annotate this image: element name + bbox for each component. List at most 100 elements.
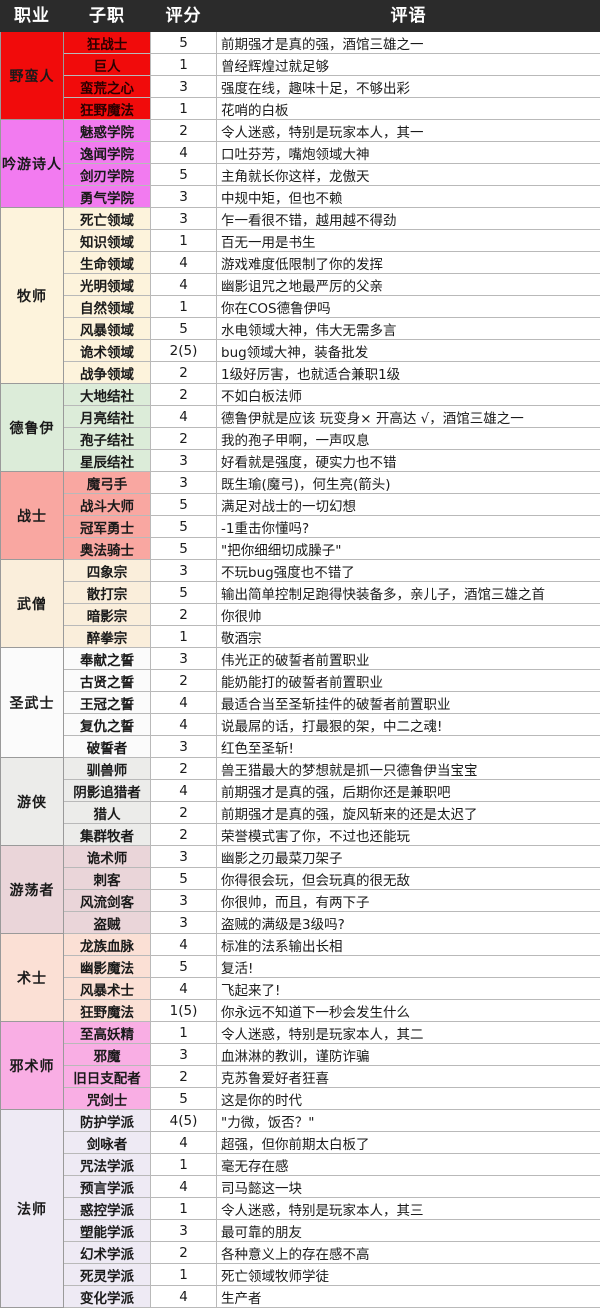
class-name-cell: 德鲁伊 (1, 384, 64, 472)
score-cell: 3 (151, 1044, 217, 1066)
subclass-name-cell: 幻术学派 (64, 1242, 151, 1264)
comment-cell: 花哨的白板 (217, 98, 600, 120)
comment-cell: 红色至圣斩! (217, 736, 600, 758)
comment-cell: 既生瑜(魔弓)，何生亮(箭头) (217, 472, 600, 494)
subclass-name-cell: 集群牧者 (64, 824, 151, 846)
score-cell: 4 (151, 142, 217, 164)
score-cell: 5 (151, 538, 217, 560)
class-name-cell: 牧师 (1, 208, 64, 384)
score-cell: 4 (151, 934, 217, 956)
score-cell: 2 (151, 758, 217, 780)
header-subclass: 子职 (64, 1, 151, 32)
score-cell: 1(5) (151, 1000, 217, 1022)
comment-cell: 最适合当至圣斩挂件的破誓者前置职业 (217, 692, 600, 714)
class-name-cell: 吟游诗人 (1, 120, 64, 208)
score-cell: 4 (151, 1286, 217, 1308)
score-cell: 4 (151, 1176, 217, 1198)
score-cell: 3 (151, 846, 217, 868)
subclass-name-cell: 醉拳宗 (64, 626, 151, 648)
table-header: 职业 子职 评分 评语 (1, 1, 600, 32)
score-cell: 5 (151, 582, 217, 604)
subclass-name-cell: 魅惑学院 (64, 120, 151, 142)
subclass-name-cell: 散打宗 (64, 582, 151, 604)
comment-cell: 百无一用是书生 (217, 230, 600, 252)
score-cell: 4 (151, 714, 217, 736)
subclass-name-cell: 诡术领域 (64, 340, 151, 362)
comment-cell: 口吐芬芳，嘴炮领域大神 (217, 142, 600, 164)
subclass-name-cell: 大地结社 (64, 384, 151, 406)
subclass-name-cell: 战争领域 (64, 362, 151, 384)
comment-cell: 输出简单控制足跑得快装备多，亲儿子，酒馆三雄之首 (217, 582, 600, 604)
class-name-cell: 游荡者 (1, 846, 64, 934)
score-cell: 3 (151, 1220, 217, 1242)
subclass-name-cell: 狂战士 (64, 32, 151, 54)
score-cell: 1 (151, 296, 217, 318)
comment-cell: 你永远不知道下一秒会发生什么 (217, 1000, 600, 1022)
class-name-cell: 法师 (1, 1110, 64, 1308)
subclass-name-cell: 变化学派 (64, 1286, 151, 1308)
comment-cell: 主角就长你这样，龙傲天 (217, 164, 600, 186)
subclass-name-cell: 魔弓手 (64, 472, 151, 494)
subclass-name-cell: 死亡领域 (64, 208, 151, 230)
score-cell: 2 (151, 362, 217, 384)
comment-cell: 飞起来了! (217, 978, 600, 1000)
score-cell: 3 (151, 186, 217, 208)
header-row: 职业 子职 评分 评语 (1, 1, 600, 32)
score-cell: 1 (151, 626, 217, 648)
subclass-name-cell: 狂野魔法 (64, 1000, 151, 1022)
subclass-name-cell: 蛮荒之心 (64, 76, 151, 98)
comment-cell: 你很帅，而且，有两下子 (217, 890, 600, 912)
score-cell: 3 (151, 472, 217, 494)
comment-cell: 克苏鲁爱好者狂喜 (217, 1066, 600, 1088)
subclass-name-cell: 逸闻学院 (64, 142, 151, 164)
score-cell: 5 (151, 494, 217, 516)
subclass-name-cell: 邪魔 (64, 1044, 151, 1066)
score-cell: 2 (151, 670, 217, 692)
comment-cell: 幽影之刃最菜刀架子 (217, 846, 600, 868)
comment-cell: 曾经辉煌过就足够 (217, 54, 600, 76)
subclass-name-cell: 刺客 (64, 868, 151, 890)
subclass-name-cell: 孢子结社 (64, 428, 151, 450)
subclass-name-cell: 暗影宗 (64, 604, 151, 626)
subclass-name-cell: 剑咏者 (64, 1132, 151, 1154)
comment-cell: -1重击你懂吗? (217, 516, 600, 538)
score-cell: 5 (151, 164, 217, 186)
subclass-name-cell: 自然领域 (64, 296, 151, 318)
score-cell: 1 (151, 98, 217, 120)
score-cell: 1 (151, 1198, 217, 1220)
comment-cell: 毫无存在感 (217, 1154, 600, 1176)
subclass-name-cell: 猎人 (64, 802, 151, 824)
subclass-name-cell: 战斗大师 (64, 494, 151, 516)
score-cell: 3 (151, 76, 217, 98)
comment-cell: 能奶能打的破誓者前置职业 (217, 670, 600, 692)
comment-cell: 标准的法系输出长相 (217, 934, 600, 956)
subclass-name-cell: 复仇之誓 (64, 714, 151, 736)
class-name-cell: 游侠 (1, 758, 64, 846)
score-cell: 4 (151, 406, 217, 428)
score-cell: 5 (151, 868, 217, 890)
subclass-name-cell: 奥法骑士 (64, 538, 151, 560)
subclass-name-cell: 至高妖精 (64, 1022, 151, 1044)
score-cell: 2 (151, 428, 217, 450)
score-cell: 4(5) (151, 1110, 217, 1132)
subclass-name-cell: 诡术师 (64, 846, 151, 868)
comment-cell: 强度在线，趣味十足，不够出彩 (217, 76, 600, 98)
score-cell: 2 (151, 1242, 217, 1264)
